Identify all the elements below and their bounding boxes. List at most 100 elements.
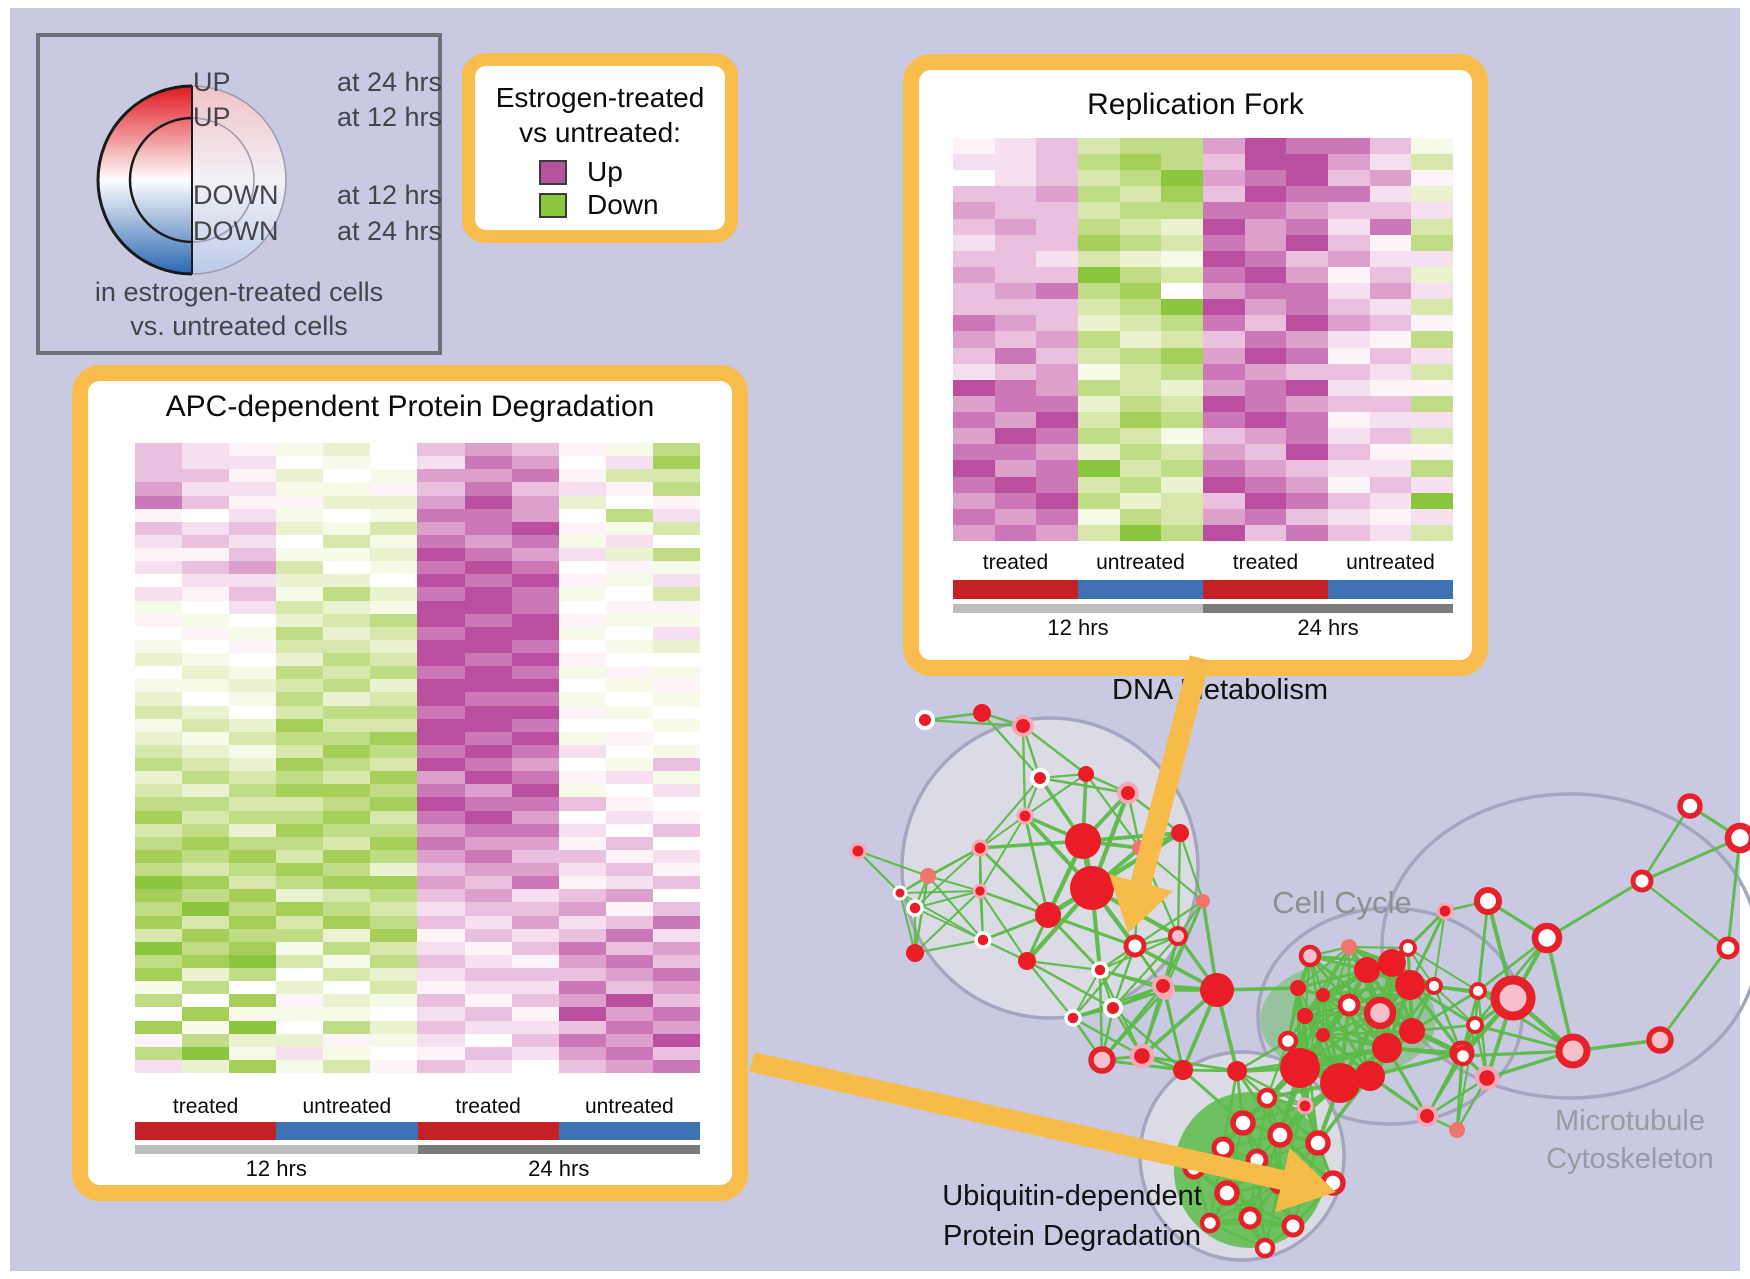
heatmap-cell [370, 521, 418, 535]
heatmap-cell [182, 994, 230, 1008]
condition-label: treated [172, 1095, 239, 1118]
updown-legend-title-line1: Estrogen-treated [495, 82, 705, 113]
heatmap-cell [1369, 299, 1412, 316]
heatmap-cell [464, 456, 512, 470]
heatmap-cell [652, 443, 700, 457]
heatmap-cell [1411, 266, 1453, 284]
heatmap-cell [1078, 315, 1120, 332]
condition-label: untreated [1096, 551, 1185, 574]
heatmap-cell [511, 482, 559, 496]
gene-set-node [849, 842, 867, 860]
heatmap-cell [1328, 508, 1370, 525]
heatmap-cell [1036, 266, 1078, 284]
heatmap-cell [652, 1033, 700, 1047]
heatmap-cell [558, 994, 606, 1008]
gene-set-node [1298, 944, 1322, 968]
heatmap-cell [135, 889, 183, 903]
heatmap-cell [511, 574, 559, 588]
gene-set-node [1200, 973, 1234, 1007]
heatmap-cell [994, 379, 1037, 396]
heatmap-cell [182, 823, 230, 837]
apc-time-bars [135, 1145, 700, 1154]
heatmap-cell [229, 495, 277, 509]
heatmap-cell [276, 968, 324, 982]
heatmap-cell [182, 836, 230, 850]
heatmap-cell [276, 574, 324, 588]
heatmap-cell [511, 810, 559, 824]
heatmap-cell [1328, 524, 1370, 541]
apc-heatmap [135, 443, 700, 1073]
heatmap-cell [511, 758, 559, 772]
heatmap-cell [605, 443, 653, 457]
heatmap-cell [182, 941, 230, 955]
heatmap-cell [464, 1033, 512, 1047]
heatmap-cell [558, 508, 606, 522]
heatmap-cell [1411, 234, 1453, 251]
heatmap-cell [1328, 299, 1370, 316]
heatmap-cell [511, 836, 559, 850]
heatmap-cell [370, 534, 418, 548]
heatmap-cell [464, 849, 512, 863]
heatmap-cell [464, 469, 512, 483]
heatmap-cell [1411, 347, 1453, 364]
heatmap-cell [1119, 428, 1162, 445]
heatmap-cell [1244, 363, 1287, 380]
heatmap-cell [323, 705, 371, 719]
network-edge [1640, 805, 1692, 882]
heatmap-cell [558, 495, 606, 509]
heatmap-cell [276, 1033, 324, 1047]
heatmap-cell [1036, 412, 1078, 429]
heatmap-cell [135, 679, 183, 693]
heatmap-cell [1411, 492, 1453, 509]
heatmap-cell [464, 705, 512, 719]
heatmap-cell [464, 758, 512, 772]
heatmap-cell [323, 456, 371, 470]
heatmap-cell [182, 981, 230, 995]
gene-set-node [1064, 1009, 1082, 1027]
heatmap-cell [182, 679, 230, 693]
heatmap-cell [558, 548, 606, 562]
ring-time-label: at 24 hrs [336, 67, 442, 97]
heatmap-cell [605, 587, 653, 601]
gene-set-node [1011, 714, 1035, 738]
heatmap-cell [276, 902, 324, 916]
network-edge [914, 847, 981, 909]
heatmap-cell [652, 1020, 700, 1034]
heatmap-cell [417, 994, 465, 1008]
heatmap-cell [1161, 492, 1203, 509]
heatmap-cell [1078, 218, 1120, 235]
heatmap-cell [370, 994, 418, 1008]
condition-bar [1203, 580, 1328, 599]
heatmap-cell [511, 495, 559, 509]
heatmap-cell [994, 299, 1037, 316]
heatmap-cell [417, 1020, 465, 1034]
heatmap-cell [511, 666, 559, 680]
heatmap-cell [953, 363, 995, 380]
heatmap-cell [953, 250, 995, 267]
heatmap-cell [558, 731, 606, 745]
network-edge [1278, 1105, 1307, 1184]
heatmap-cell [229, 954, 277, 968]
heatmap-cell [1411, 379, 1453, 396]
heatmap-cell [953, 234, 995, 251]
heatmap-cell [370, 758, 418, 772]
heatmap-cell [135, 600, 183, 614]
heatmap-cell [417, 863, 465, 877]
gene-set-node [1070, 866, 1114, 910]
heatmap-cell [417, 692, 465, 706]
network-edge [1072, 1016, 1143, 1058]
heatmap-cell [417, 718, 465, 732]
heatmap-cell [1328, 234, 1370, 251]
heatmap-cell [229, 902, 277, 916]
heatmap-cell [229, 692, 277, 706]
heatmap-cell [558, 534, 606, 548]
heatmap-cell [994, 154, 1037, 171]
time-bar [135, 1145, 418, 1154]
heatmap-cell [1369, 138, 1412, 155]
gene-set-node [1425, 977, 1443, 995]
gene-set-node [1168, 926, 1188, 946]
heatmap-cell [135, 653, 183, 667]
heatmap-cell [417, 508, 465, 522]
heatmap-cell [511, 784, 559, 798]
heatmap-cell [464, 666, 512, 680]
